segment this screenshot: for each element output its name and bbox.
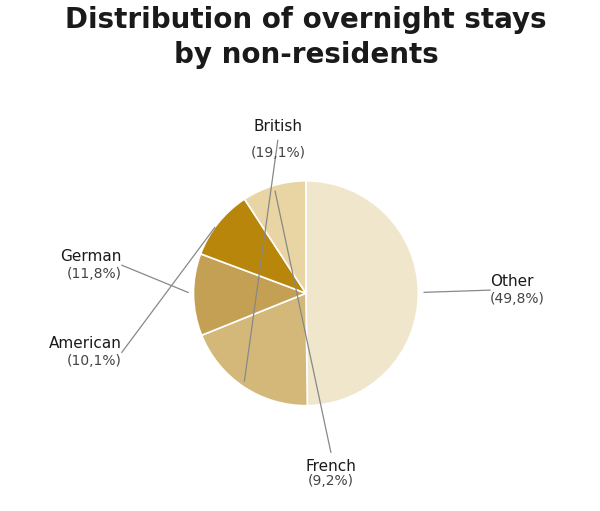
Text: (10,1%): (10,1%)	[67, 354, 122, 368]
Text: (49,8%): (49,8%)	[490, 292, 545, 306]
Wedge shape	[200, 199, 306, 293]
Wedge shape	[193, 254, 306, 335]
Text: German: German	[60, 249, 122, 264]
Title: Distribution of overnight stays
by non-residents: Distribution of overnight stays by non-r…	[65, 6, 547, 69]
Text: French: French	[305, 459, 356, 474]
Text: British: British	[253, 119, 302, 134]
Text: American: American	[49, 336, 122, 352]
Text: (11,8%): (11,8%)	[67, 267, 122, 281]
Text: (9,2%): (9,2%)	[308, 474, 354, 489]
Text: (19,1%): (19,1%)	[250, 147, 305, 160]
Text: Other: Other	[490, 274, 533, 289]
Wedge shape	[202, 293, 307, 406]
Wedge shape	[244, 181, 306, 293]
Wedge shape	[306, 181, 418, 406]
